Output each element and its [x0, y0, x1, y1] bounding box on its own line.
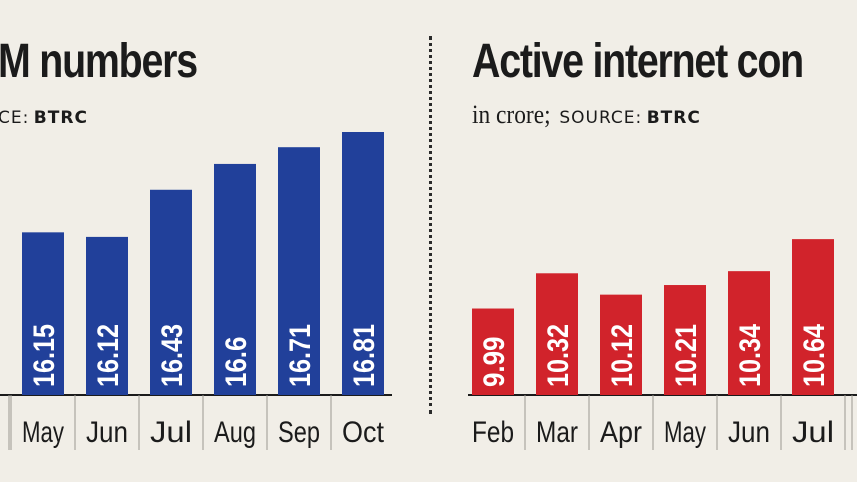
panel0-bar-May	[22, 232, 64, 395]
panel0-data-label-Sep: 16.71	[284, 324, 317, 387]
panel1-data-label-Jul: 10.64	[798, 324, 831, 387]
panel1-x-tick-Feb: Feb	[472, 416, 514, 449]
panel0-x-tick-Aug: Aug	[214, 416, 256, 449]
panel0-data-label-Aug: 16.6	[220, 337, 253, 387]
panel1-x-tick-May: May	[664, 416, 706, 449]
left-source-value: BTRC	[33, 108, 88, 128]
panel1-data-label-Apr: 10.12	[606, 324, 639, 387]
panel1-bar-Mar	[536, 273, 578, 395]
panel1-data-label-Feb: 9.99	[478, 337, 511, 387]
panel1-bar-Jun	[728, 271, 770, 395]
right-unit-text: in crore;	[472, 100, 551, 129]
panel0-data-label-Jul: 16.43	[156, 324, 189, 387]
panel1-data-label-May: 10.21	[670, 324, 703, 387]
panel0-data-label-May: 16.15	[28, 324, 61, 387]
panel1-x-tick-Jul: Jul	[792, 416, 834, 449]
panel1-bar-Feb	[472, 308, 514, 395]
panel0-bar-Jun	[86, 236, 128, 395]
panel0-bar-Aug	[214, 163, 256, 395]
right-source-value: BTRC	[646, 108, 701, 128]
panel0-bar-Jul	[150, 189, 192, 395]
right-chart-source: in crore; SOURCE: BTRC	[472, 100, 701, 130]
panel1-bar-May	[664, 285, 706, 395]
panel-divider	[429, 36, 432, 414]
panel0-x-tick-Jul: Jul	[150, 416, 192, 449]
panel0-x-tick-Sep: Sep	[278, 416, 320, 449]
panel0-x-tick-Oct: Oct	[342, 416, 385, 449]
panel0-x-tick-May: May	[22, 416, 64, 449]
panel1-bar-Apr	[600, 294, 642, 395]
panel0-bar-Oct	[342, 132, 384, 395]
panel1-x-tick-Jun: Jun	[728, 416, 770, 449]
right-source-prefix: SOURCE:	[559, 108, 643, 128]
left-chart-source: CE: BTRC	[0, 108, 88, 128]
panel1-x-tick-Apr: Apr	[600, 416, 642, 449]
panel1-x-tick-Mar: Mar	[536, 416, 578, 449]
left-chart-title: M numbers	[0, 35, 198, 88]
panel1-data-label-Jun: 10.34	[734, 324, 767, 387]
left-source-prefix: CE:	[0, 108, 30, 128]
panel1-bar-Jul	[792, 239, 834, 395]
panel0-bar-Sep	[278, 147, 320, 395]
panel0-data-label-Oct: 16.81	[348, 324, 381, 387]
panel0-data-label-Jun: 16.12	[92, 324, 125, 387]
panel1-data-label-Mar: 10.32	[542, 324, 575, 387]
right-chart-title: Active internet con	[472, 35, 804, 88]
panel0-x-tick-Jun: Jun	[86, 416, 128, 449]
